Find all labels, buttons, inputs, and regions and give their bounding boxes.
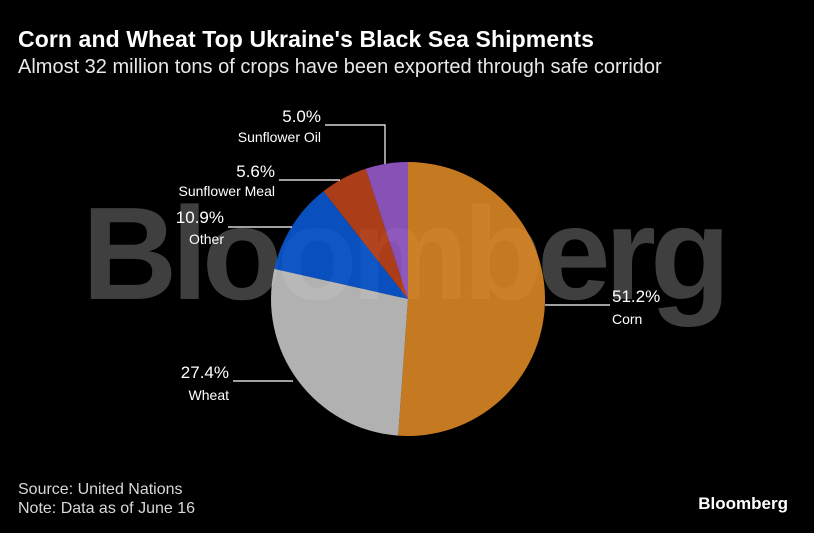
chart-subtitle: Almost 32 million tons of crops have bee…: [18, 56, 662, 78]
category-label-sunflower-oil: Sunflower Oil: [238, 129, 321, 145]
data-label-wheat: 27.4%: [181, 363, 229, 382]
data-label-sunflower-oil: 5.0%: [282, 107, 321, 126]
pie-slice-wheat: [271, 268, 408, 436]
pie-slice-other: [274, 191, 408, 299]
chart-title: Corn and Wheat Top Ukraine's Black Sea S…: [18, 26, 595, 52]
pie-slice-sunflower-oil: [365, 162, 408, 299]
data-note: Note: Data as of June 16: [18, 500, 195, 517]
pie-slice-sunflower-meal: [323, 168, 408, 299]
category-label-other: Other: [189, 231, 224, 247]
category-label-corn: Corn: [612, 311, 642, 327]
bloomberg-logo: Bloomberg: [698, 494, 788, 513]
data-label-corn: 51.2%: [612, 287, 660, 306]
data-label-other: 10.9%: [176, 208, 224, 227]
category-label-wheat: Wheat: [189, 387, 230, 403]
source-note: Source: United Nations: [18, 481, 183, 498]
leader-line-sunflower-oil: [325, 124, 386, 164]
data-label-sunflower-meal: 5.6%: [236, 162, 275, 181]
pie-slice-corn: [398, 162, 546, 436]
category-label-sunflower-meal: Sunflower Meal: [179, 183, 276, 199]
